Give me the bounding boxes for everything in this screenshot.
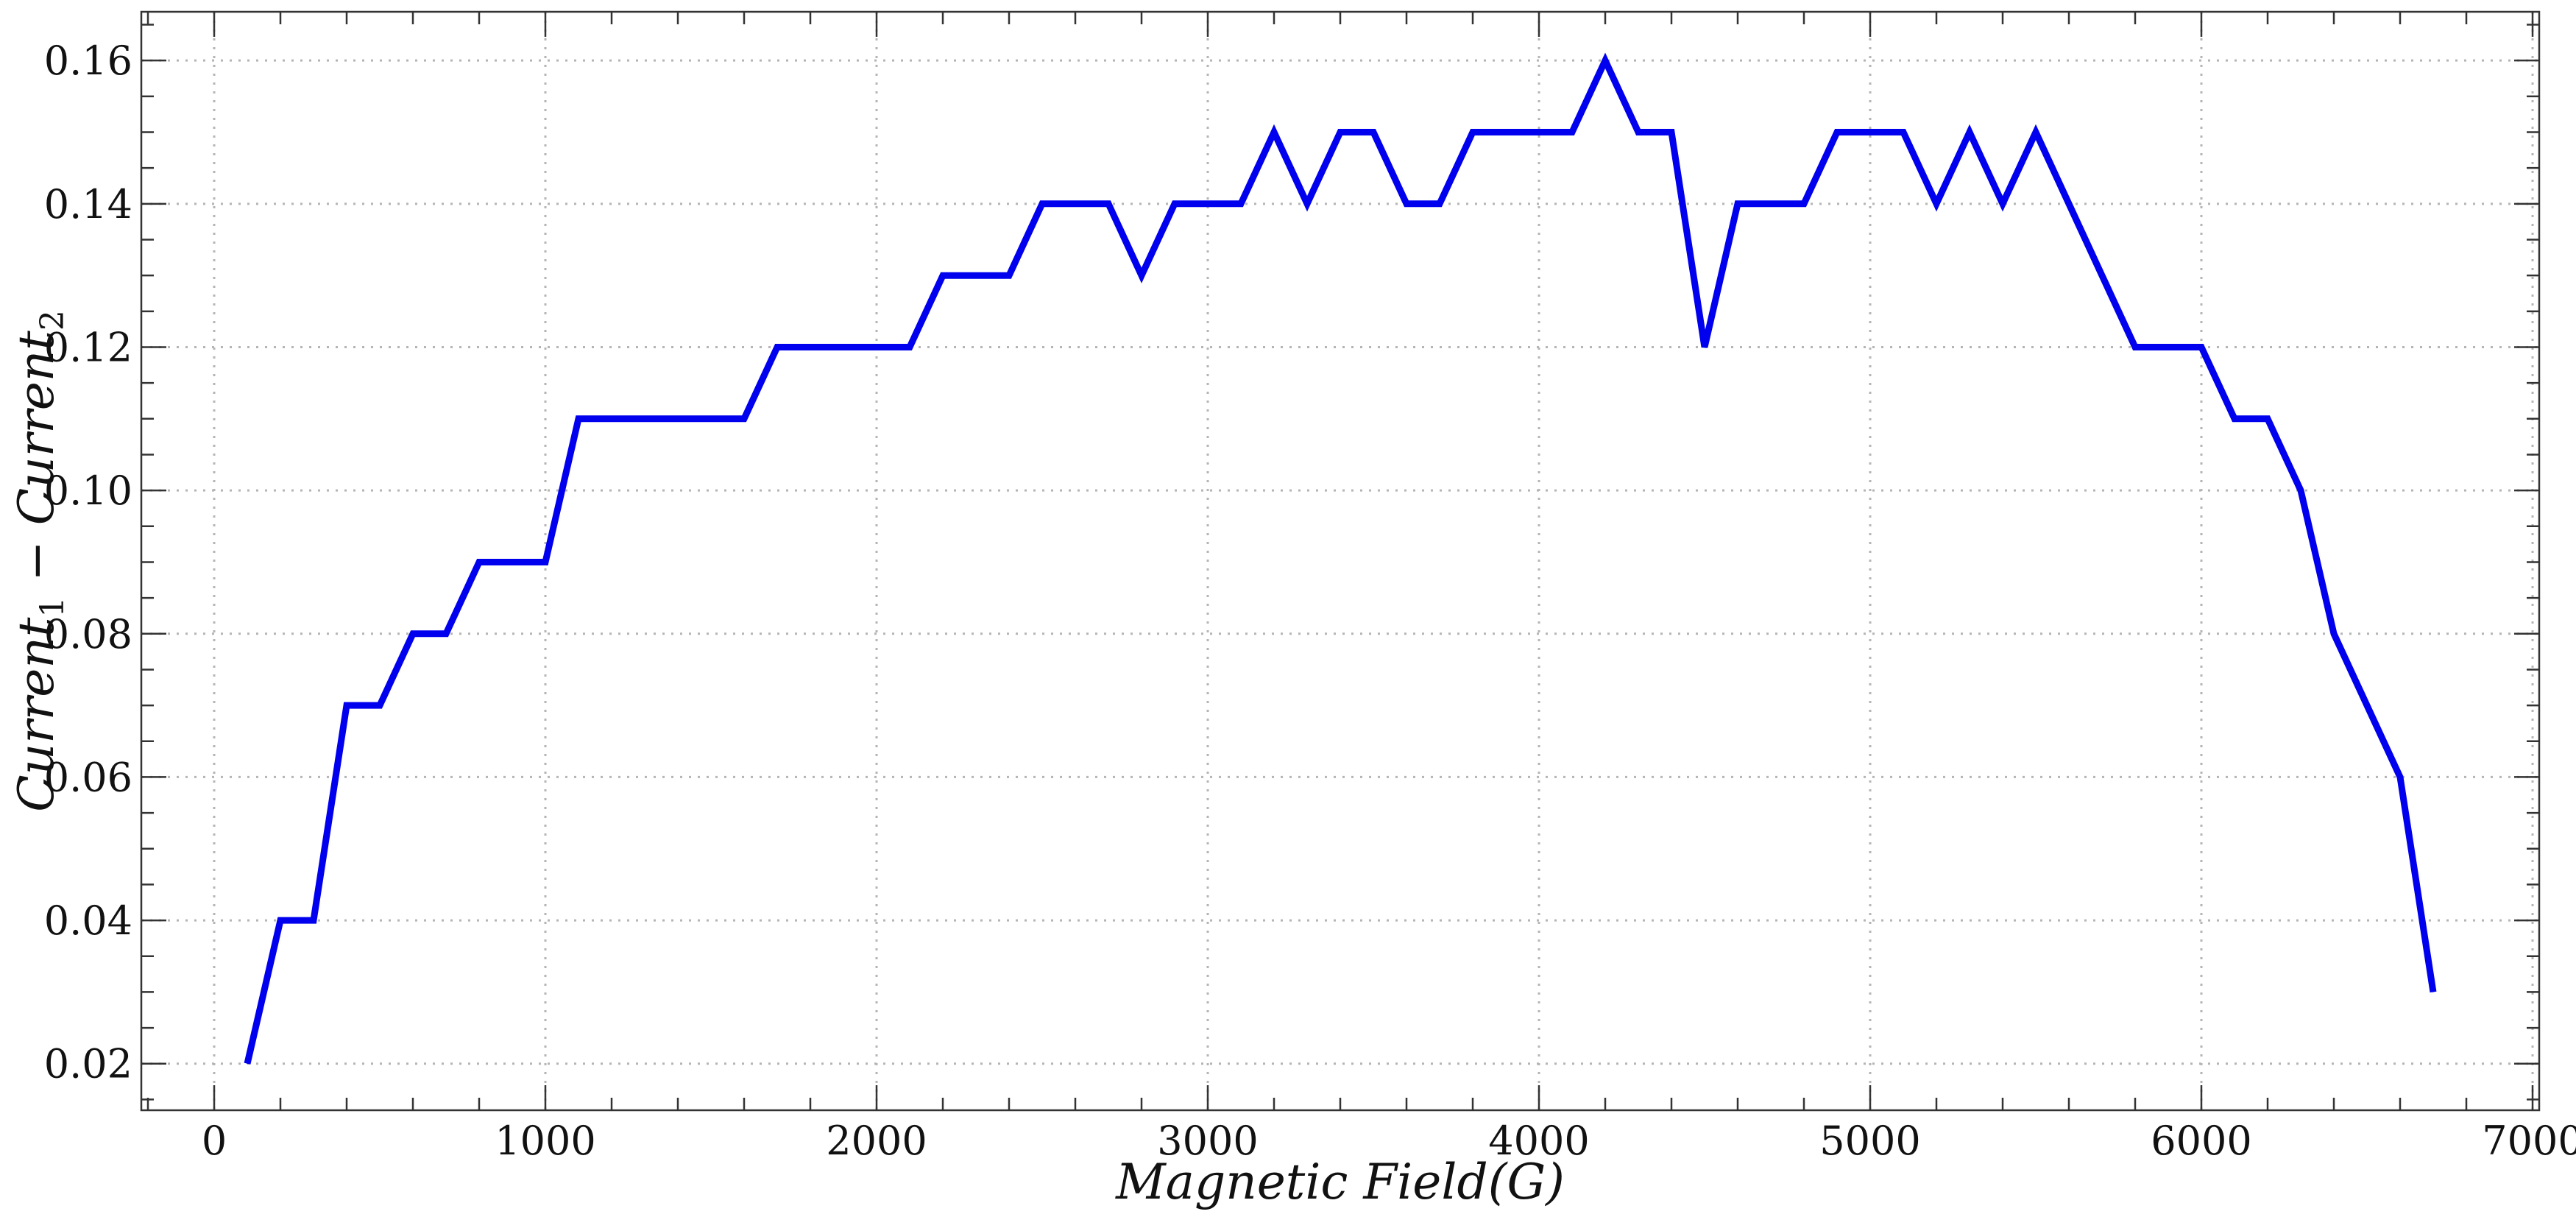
data-point bbox=[743, 418, 745, 420]
y-tick-label: 0.06 bbox=[44, 754, 132, 800]
data-point bbox=[1803, 203, 1805, 205]
x-tick-label: 0 bbox=[202, 1118, 227, 1164]
x-tick-label: 7000 bbox=[2482, 1118, 2576, 1164]
data-point bbox=[1207, 203, 1209, 205]
data-point bbox=[1836, 132, 1838, 133]
data-point bbox=[1008, 275, 1010, 276]
tick-labels: 0 1000 2000 3000 4000 5000 6000 7000 0.02 0.04 0.0… bbox=[44, 38, 2576, 1164]
data-point bbox=[1571, 132, 1573, 133]
data-point bbox=[1538, 132, 1540, 133]
data-point bbox=[1340, 132, 1341, 133]
data-point bbox=[2234, 418, 2235, 420]
data-point bbox=[2068, 203, 2070, 205]
data-point bbox=[1936, 203, 1937, 205]
y-axis-label-subscript: 2 bbox=[34, 310, 71, 331]
series-line bbox=[244, 52, 2437, 1065]
data-point bbox=[412, 633, 414, 635]
data-point bbox=[445, 633, 447, 635]
series-layer bbox=[244, 52, 2437, 1065]
data-point bbox=[1273, 132, 1275, 133]
data-point bbox=[2134, 347, 2136, 348]
data-point bbox=[1604, 60, 1606, 61]
x-tick-label: 5000 bbox=[1819, 1118, 1920, 1164]
y-tick-label: 0.04 bbox=[44, 897, 132, 944]
data-point bbox=[578, 418, 579, 420]
x-tick-label: 2000 bbox=[826, 1118, 927, 1164]
data-point bbox=[843, 347, 844, 348]
data-point bbox=[1240, 203, 1242, 205]
data-point bbox=[247, 1063, 248, 1065]
y-tick-label: 0.16 bbox=[44, 38, 132, 84]
y-tick-label: 0.02 bbox=[44, 1041, 132, 1087]
data-point bbox=[1373, 132, 1374, 133]
data-point bbox=[710, 418, 712, 420]
data-point bbox=[776, 347, 778, 348]
data-point bbox=[2101, 275, 2103, 276]
x-tick-label: 6000 bbox=[2151, 1118, 2251, 1164]
y-axis-label-subscript: 1 bbox=[34, 597, 71, 618]
x-axis-label: Magnetic Field(G) bbox=[1115, 1154, 1565, 1210]
data-point bbox=[1638, 132, 1639, 133]
data-point bbox=[942, 275, 944, 276]
data-point bbox=[280, 920, 281, 921]
data-point bbox=[1903, 132, 1904, 133]
plot-frame bbox=[140, 10, 2541, 1112]
data-point bbox=[1108, 203, 1109, 205]
y-axis-label: Current1 − Current2 bbox=[8, 310, 71, 812]
y-axis-label-part: − Current bbox=[8, 331, 65, 597]
y-axis-label-part: Current bbox=[8, 617, 65, 812]
y-tick-label: 0.14 bbox=[44, 181, 132, 227]
x-tick-label: 1000 bbox=[495, 1118, 595, 1164]
data-point bbox=[1869, 132, 1871, 133]
data-point bbox=[1770, 203, 1772, 205]
data-point bbox=[2168, 347, 2169, 348]
data-point bbox=[1075, 203, 1076, 205]
axis-ticks bbox=[141, 12, 2539, 1110]
data-point bbox=[1505, 132, 1507, 133]
data-point bbox=[2366, 705, 2368, 706]
data-point bbox=[1306, 203, 1308, 205]
data-point bbox=[677, 418, 679, 420]
data-point bbox=[810, 347, 811, 348]
data-point bbox=[2333, 633, 2335, 635]
y-tick-label: 0.12 bbox=[44, 324, 132, 370]
data-point bbox=[2201, 347, 2202, 348]
data-point bbox=[1041, 203, 1043, 205]
data-point bbox=[975, 275, 977, 276]
data-point bbox=[1671, 132, 1672, 133]
x-tick-label: 3000 bbox=[1157, 1118, 1258, 1164]
data-point bbox=[379, 705, 381, 706]
y-tick-label: 0.08 bbox=[44, 611, 132, 657]
data-point bbox=[1406, 203, 1407, 205]
data-point bbox=[2035, 132, 2037, 133]
x-tick-label: 4000 bbox=[1488, 1118, 1589, 1164]
y-tick-label: 0.10 bbox=[44, 468, 132, 514]
